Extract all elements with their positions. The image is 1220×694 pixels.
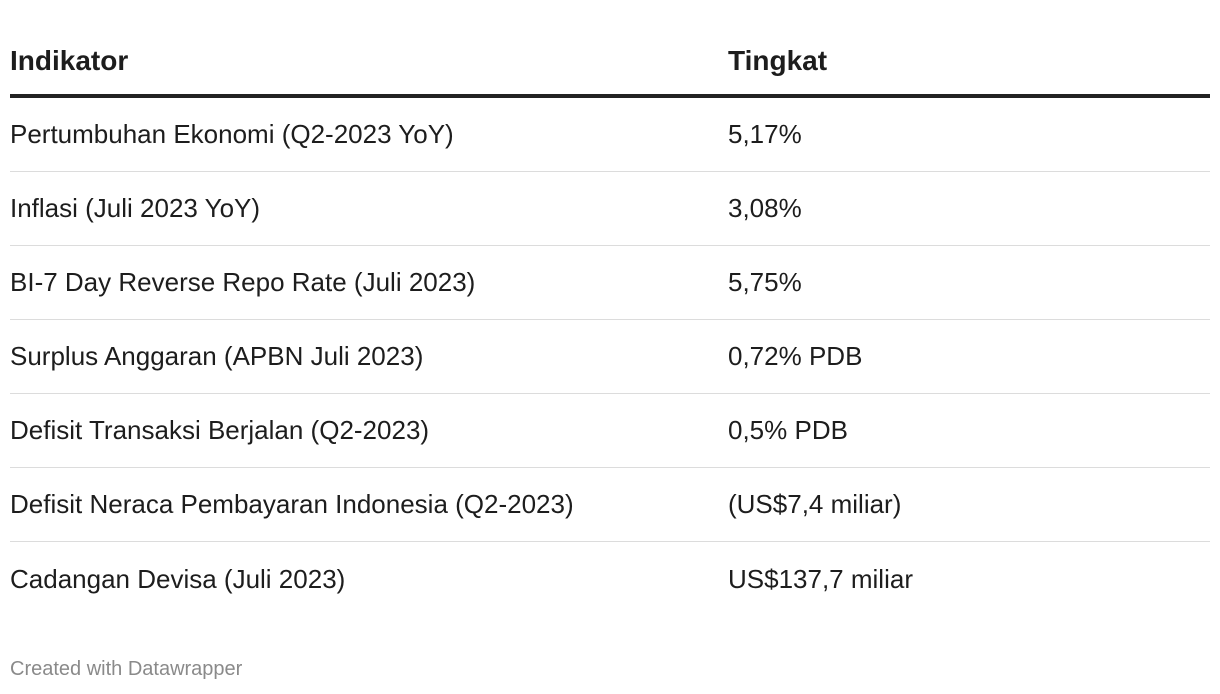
indicator-cell: BI-7 Day Reverse Repo Rate (Juli 2023) <box>10 267 476 297</box>
table-row: Defisit Transaksi Berjalan (Q2-2023) 0,5… <box>10 394 1210 468</box>
rate-cell: (US$7,4 miliar) <box>728 489 902 519</box>
table-row: BI-7 Day Reverse Repo Rate (Juli 2023) 5… <box>10 246 1210 320</box>
rate-cell: US$137,7 miliar <box>728 563 913 594</box>
rate-cell: 5,75% <box>728 267 802 297</box>
datawrapper-credit[interactable]: Created with Datawrapper <box>10 658 243 680</box>
table-row: Cadangan Devisa (Juli 2023) US$137,7 mil… <box>10 542 1210 616</box>
rate-cell: 0,72% PDB <box>728 341 863 371</box>
column-header-indikator: Indikator <box>10 45 129 76</box>
indicator-cell: Surplus Anggaran (APBN Juli 2023) <box>10 341 424 371</box>
table-row: Defisit Neraca Pembayaran Indonesia (Q2-… <box>10 468 1210 542</box>
column-header-tingkat: Tingkat <box>728 45 828 76</box>
table-row: Inflasi (Juli 2023 YoY) 3,08% <box>10 172 1210 246</box>
table-row: Surplus Anggaran (APBN Juli 2023) 0,72% … <box>10 320 1210 394</box>
indicator-cell: Defisit Neraca Pembayaran Indonesia (Q2-… <box>10 489 574 519</box>
table-header: Indikator Tingkat <box>10 28 1210 98</box>
indicator-cell: Inflasi (Juli 2023 YoY) <box>10 193 261 223</box>
rate-cell: 0,5% PDB <box>728 415 848 445</box>
indicator-cell: Pertumbuhan Ekonomi (Q2-2023 YoY) <box>10 119 454 149</box>
indicator-cell: Defisit Transaksi Berjalan (Q2-2023) <box>10 415 430 445</box>
rate-cell: 3,08% <box>728 193 802 223</box>
table-row: Pertumbuhan Ekonomi (Q2-2023 YoY) 5,17% <box>10 98 1210 172</box>
rate-cell: 5,17% <box>728 119 802 149</box>
indicator-cell: Cadangan Devisa (Juli 2023) <box>10 563 346 594</box>
indicator-table: Indikator Tingkat Pertumbuhan Ekonomi (Q… <box>10 28 1210 616</box>
